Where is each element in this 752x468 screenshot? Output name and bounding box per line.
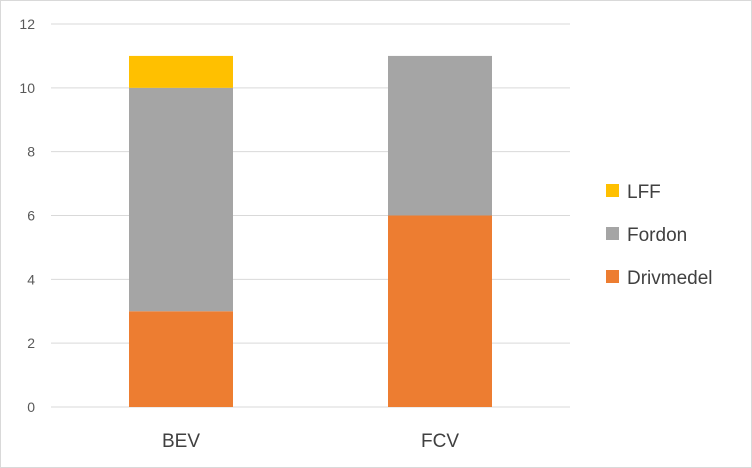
bar-fcv-fordon — [388, 55, 492, 216]
legend-label-lff: LFF — [627, 182, 661, 203]
bar-fcv-drivmedel — [388, 215, 492, 407]
x-category-label: BEV — [162, 431, 200, 452]
legend-label-drivmedel: Drivmedel — [627, 268, 713, 289]
bar-bev-lff — [129, 55, 233, 88]
y-tick-label: 10 — [19, 80, 35, 96]
legend-swatch-lff — [606, 184, 619, 197]
bar-bev-fordon — [129, 87, 233, 312]
legend-swatch-drivmedel — [606, 270, 619, 283]
y-tick-label: 4 — [27, 271, 35, 287]
y-tick-label: 8 — [27, 144, 35, 160]
legend-label-fordon: Fordon — [627, 225, 687, 246]
y-tick-label: 2 — [27, 335, 35, 351]
legend-swatch-fordon — [606, 227, 619, 240]
bar-bev-drivmedel — [129, 311, 233, 407]
y-tick-label: 6 — [27, 208, 35, 224]
y-axis-tick-labels: 0 2 4 6 8 10 12 — [19, 16, 35, 415]
y-tick-label: 12 — [19, 16, 35, 32]
y-tick-label: 0 — [27, 399, 35, 415]
bars — [129, 55, 492, 407]
x-category-label: FCV — [421, 431, 459, 452]
legend: LFF Fordon Drivmedel — [606, 182, 713, 289]
x-axis-category-labels: BEV FCV — [162, 431, 459, 452]
gridlines — [51, 23, 570, 408]
